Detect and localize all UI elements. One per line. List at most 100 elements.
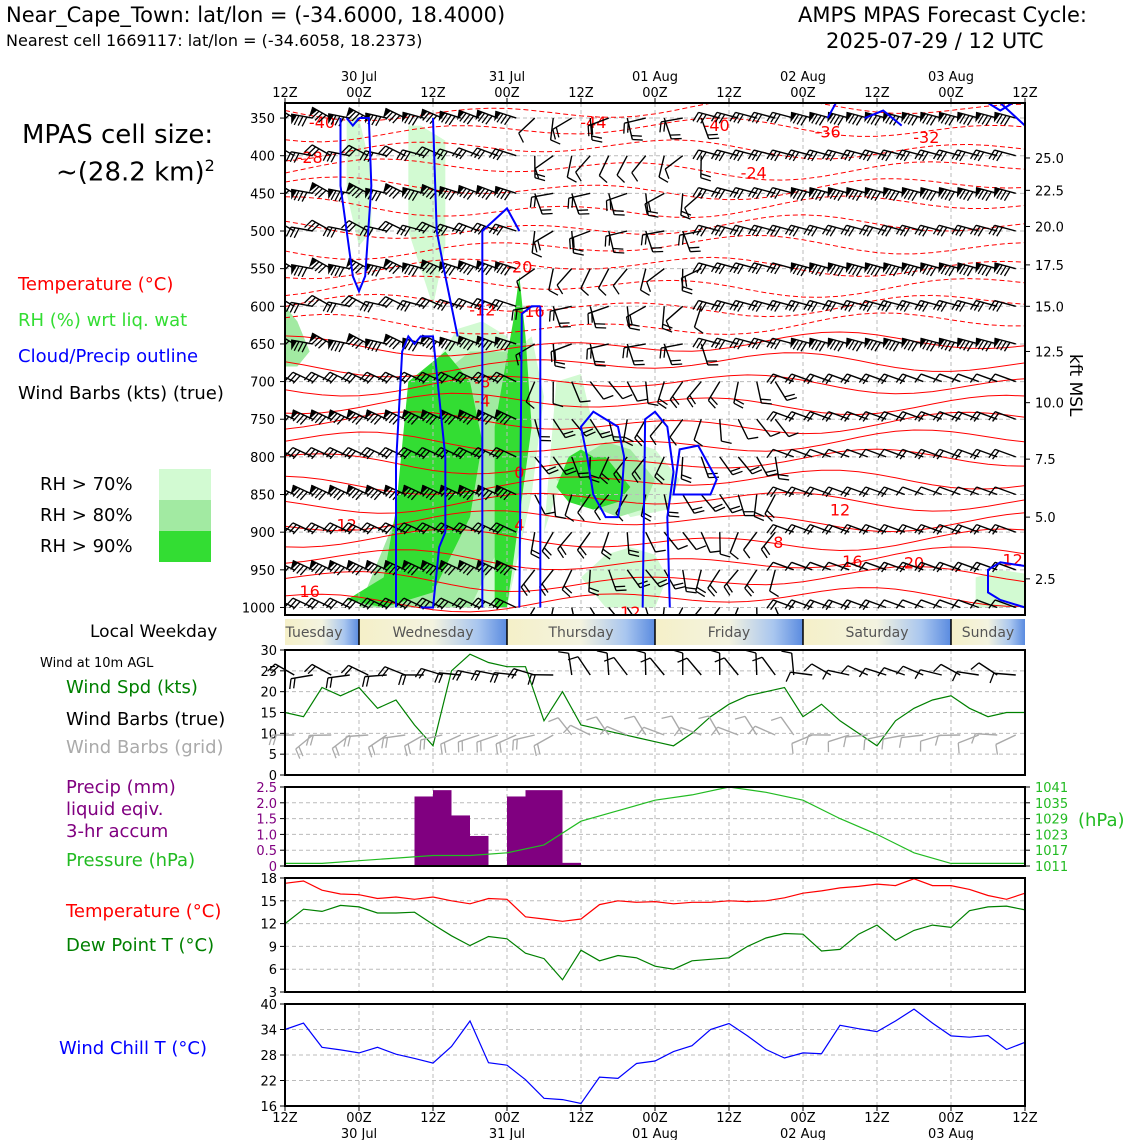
barb-feather bbox=[733, 263, 740, 274]
barb-feather bbox=[840, 665, 849, 674]
barb-feather bbox=[807, 487, 815, 498]
wind-barb bbox=[729, 186, 757, 199]
barb-feather bbox=[557, 548, 565, 559]
barb-feather bbox=[747, 112, 755, 122]
barb-feather bbox=[385, 563, 394, 573]
wind-barb bbox=[784, 561, 813, 572]
barb-feather bbox=[737, 264, 744, 275]
wind-barb bbox=[571, 230, 584, 256]
wind-barb bbox=[864, 186, 887, 202]
barb-flag bbox=[993, 187, 1001, 198]
barb-feather bbox=[311, 525, 320, 535]
wind-barb bbox=[877, 523, 905, 535]
pressure-tick-label: 600 bbox=[250, 300, 275, 315]
barb-feather bbox=[499, 742, 502, 753]
barb-feather bbox=[710, 300, 718, 310]
wind-barb bbox=[493, 484, 517, 501]
barb-feather bbox=[289, 678, 292, 690]
wind-barb bbox=[622, 343, 646, 359]
barb-feather bbox=[833, 341, 841, 351]
barb-feather bbox=[307, 448, 316, 458]
barb-staff bbox=[743, 531, 758, 551]
barb-feather bbox=[815, 341, 822, 351]
barb-feather bbox=[770, 412, 778, 422]
barb-feather bbox=[792, 189, 800, 199]
surface-wind-barb bbox=[822, 669, 850, 680]
wind-barb bbox=[938, 111, 961, 126]
barb-staff bbox=[518, 117, 536, 134]
wind-barb bbox=[589, 118, 603, 143]
barb-feather bbox=[858, 561, 867, 572]
barb-feather bbox=[895, 524, 904, 534]
barb-feather bbox=[470, 447, 479, 456]
barb-feather bbox=[616, 174, 625, 183]
barb-staff bbox=[845, 734, 868, 738]
wind-barb bbox=[613, 456, 628, 484]
barb-feather bbox=[907, 115, 915, 125]
barb-feather bbox=[729, 552, 739, 560]
barb-staff bbox=[608, 607, 624, 615]
barb-staff bbox=[645, 607, 653, 615]
barb-feather bbox=[504, 266, 512, 276]
barb-feather bbox=[359, 447, 368, 456]
wind-barb bbox=[493, 409, 517, 425]
barb-feather bbox=[616, 589, 627, 592]
wind-barb bbox=[827, 186, 850, 202]
wind-barb bbox=[571, 607, 578, 615]
barb-feather bbox=[940, 189, 948, 199]
barb-feather bbox=[788, 600, 796, 611]
wind-barb bbox=[729, 262, 757, 275]
wind-barb bbox=[382, 107, 406, 124]
barb-feather bbox=[548, 311, 551, 322]
wind-barb bbox=[719, 532, 731, 558]
wind-barb bbox=[760, 531, 776, 559]
barb-feather bbox=[692, 300, 700, 310]
wind-barb bbox=[419, 108, 443, 125]
barb-feather bbox=[326, 448, 334, 458]
cloud-outline-1 bbox=[345, 117, 360, 128]
barb-feather bbox=[855, 342, 863, 352]
barb-feather bbox=[455, 224, 463, 234]
barb-staff bbox=[496, 409, 517, 420]
cell-size-value: ~(28.2 km)2 bbox=[56, 156, 215, 188]
bottom-date-label: 02 Aug bbox=[780, 1127, 826, 1140]
barb-feather bbox=[550, 351, 553, 363]
barb-feather bbox=[743, 511, 754, 513]
legend-wind-barbs-grid: Wind Barbs (grid) bbox=[66, 737, 224, 758]
barb-feather bbox=[765, 469, 776, 474]
barb-feather bbox=[437, 149, 445, 160]
wind-barb bbox=[457, 184, 480, 200]
barb-feather bbox=[311, 412, 320, 422]
barb-feather bbox=[829, 189, 837, 199]
barb-flag bbox=[808, 112, 816, 123]
barb-feather bbox=[948, 266, 956, 277]
wind-barb bbox=[756, 418, 781, 438]
barb-feather bbox=[696, 225, 703, 236]
wind-barb bbox=[956, 186, 979, 202]
barb-feather bbox=[333, 414, 342, 424]
barb-feather bbox=[914, 373, 922, 383]
wind-barb bbox=[308, 106, 332, 123]
barb-staff bbox=[828, 448, 850, 458]
wind-barb bbox=[914, 486, 942, 496]
wind-barb bbox=[895, 561, 924, 573]
barb-feather bbox=[348, 375, 357, 384]
barb-feather bbox=[1003, 266, 1011, 277]
kft-tick-label: 17.5 bbox=[1035, 259, 1064, 274]
wind-barb bbox=[308, 257, 332, 274]
barb-staff bbox=[608, 193, 615, 215]
barb-feather bbox=[626, 347, 629, 358]
barb-feather bbox=[803, 373, 811, 383]
barb-feather bbox=[784, 411, 793, 421]
barb-feather bbox=[541, 550, 550, 560]
barb-feather bbox=[858, 599, 867, 609]
surface-wind-barb-grid bbox=[440, 734, 462, 755]
wind-barb bbox=[932, 411, 961, 422]
barb-feather bbox=[293, 677, 296, 689]
barb-feather bbox=[388, 188, 397, 198]
barb-feather bbox=[496, 263, 504, 274]
barb-feather bbox=[488, 522, 497, 532]
barb-feather bbox=[459, 412, 468, 422]
barb-feather bbox=[903, 151, 911, 162]
barb-staff bbox=[368, 734, 388, 748]
